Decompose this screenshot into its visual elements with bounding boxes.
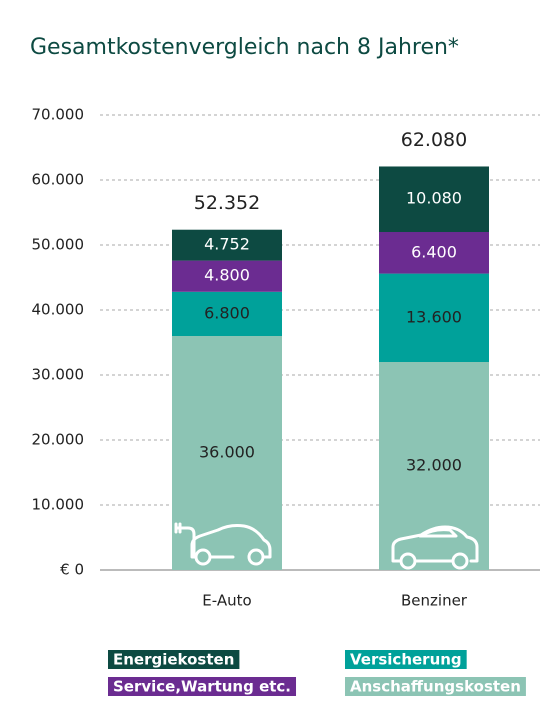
- legend-swatch: [345, 677, 526, 696]
- bar-segment: [172, 336, 282, 570]
- y-tick-label: 20.000: [32, 431, 85, 449]
- legend-label: Service,Wartung etc.: [113, 678, 291, 696]
- plot: € 0 10.000 20.000 30.000 40.000 50.000 60.000 7…: [32, 106, 540, 610]
- bar-segment: [172, 291, 282, 336]
- legend-swatch: [108, 677, 297, 696]
- icons: [174, 522, 479, 570]
- bar-segment: [172, 260, 282, 292]
- y-tick-label: 60.000: [32, 171, 85, 189]
- data-label: 6.400: [411, 242, 457, 261]
- bar-segment: [379, 273, 489, 362]
- y-tick-label: 10.000: [32, 496, 85, 514]
- data-label: 4.752: [204, 235, 250, 254]
- total-label: 52.352: [194, 192, 260, 214]
- legend-label: Energiekosten: [113, 651, 234, 669]
- legend-item: Service,Wartung etc.: [108, 677, 297, 696]
- data-label: 13.600: [406, 307, 462, 326]
- data-label: 32.000: [406, 456, 462, 475]
- bar-segment: [172, 229, 282, 261]
- y-tick-label: 50.000: [32, 236, 85, 254]
- x-tick-label: Benziner: [401, 592, 468, 610]
- legend-swatch: [345, 650, 467, 669]
- y-tick-label: 40.000: [32, 301, 85, 319]
- data-label: 10.080: [406, 189, 462, 208]
- bar-segment: [379, 166, 489, 232]
- car-icon: [391, 525, 479, 570]
- legend-item: Energiekosten: [108, 650, 240, 669]
- data-label: 36.000: [199, 443, 255, 462]
- bar-segment: [379, 232, 489, 274]
- legend-item: Versicherung: [345, 650, 467, 669]
- x-tick-label: E-Auto: [202, 592, 251, 610]
- legend-item: Anschaffungskosten: [345, 677, 526, 696]
- data-label: 6.800: [204, 303, 250, 322]
- y-tick-label: 70.000: [32, 106, 85, 124]
- data-label: 4.800: [204, 266, 250, 285]
- legend-label: Anschaffungskosten: [350, 678, 521, 696]
- total-label: 62.080: [401, 129, 467, 151]
- y-tick-label: 30.000: [32, 366, 85, 384]
- legend-swatch: [108, 650, 240, 669]
- legend-label: Versicherung: [350, 651, 462, 669]
- ev-icon: [174, 522, 272, 566]
- chart-title: Gesamtkostenvergleich nach 8 Jahren*: [30, 35, 459, 60]
- y-tick-label: € 0: [60, 561, 84, 579]
